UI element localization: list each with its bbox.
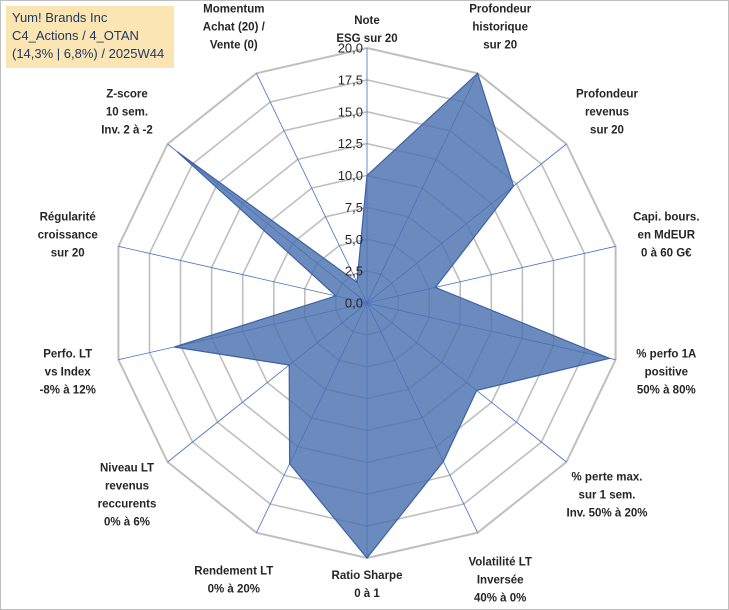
axis-label-line: Note (354, 15, 380, 27)
axis-label-line: Profondeur (576, 89, 638, 101)
axis-label-line: 0 à 1 (354, 588, 380, 600)
axis-label-line: 10 sem. (106, 107, 148, 119)
radial-tick-label: 0,0 (345, 296, 363, 311)
axis-label: % perfo 1A positive 50% à 80% (636, 348, 696, 396)
axis-label-line: Niveau LT (100, 462, 154, 474)
spoke-line (118, 245, 368, 304)
axis-label-line: revenus (105, 480, 149, 492)
company-name: Yum! Brands Inc (12, 10, 108, 25)
axis-label-line: Inv. 2 à -2 (101, 125, 153, 137)
spoke-line (256, 73, 368, 304)
axis-label-line: historique (472, 21, 528, 33)
axis-label: Capi. bours. en MdEUR 0 à 60 G€ (633, 212, 699, 260)
radial-tick-label: 15,0 (338, 104, 363, 119)
axis-label-line: sur 1 sem. (579, 489, 636, 501)
axis-label-line: Rendement LT (194, 566, 273, 578)
axis-label-line: Z-score (106, 89, 148, 101)
performance-stats: (14,3% | 6,8%) / 2025W44 (12, 46, 165, 61)
axis-label: Note ESG sur 20 (336, 15, 397, 45)
radial-tick-label: 2,5 (345, 264, 363, 279)
axis-label-line: % perfo 1A (636, 348, 696, 360)
axis-label-line: Achat (20) / (203, 21, 266, 33)
axis-label-line: -8% à 12% (40, 384, 96, 396)
axis-label-line: 40% à 0% (474, 593, 526, 605)
radial-tick-label: 7,5 (345, 200, 363, 215)
axis-label-line: sur 20 (51, 248, 85, 260)
axis-label-line: Vente (0) (210, 39, 258, 51)
axis-label-line: % perte max. (572, 471, 643, 483)
axis-label-line: 0% à 6% (104, 516, 150, 528)
axis-label-line: Perfo. LT (43, 348, 92, 360)
radial-tick-label: 17,5 (338, 72, 363, 87)
axis-label-line: Momentum (203, 3, 264, 15)
axis-label-line: Volatilité LT (468, 557, 531, 569)
axis-label: Profondeur historique sur 20 (469, 3, 531, 51)
axis-label-line: positive (645, 366, 688, 378)
axis-label-line: sur 20 (590, 125, 624, 137)
radial-tick-labels: 0,0 2,5 5,0 7,5 10,0 12,5 15,0 17,5 20,0 (338, 41, 363, 311)
axis-label-line: sur 20 (483, 39, 517, 51)
axis-label-line: 0 à 60 G€ (641, 248, 692, 260)
axis-label-line: 50% à 80% (637, 384, 696, 396)
axis-label: % perte max. sur 1 sem. Inv. 50% à 20% (567, 471, 648, 519)
axis-label: Volatilité LT Inversée 40% à 0% (468, 557, 531, 605)
axis-label-line: vs Index (45, 366, 92, 378)
axis-label: Z-score 10 sem. Inv. 2 à -2 (101, 89, 153, 137)
axis-label-line: revenus (585, 107, 629, 119)
portfolio-name: C4_Actions / 4_OTAN (12, 28, 139, 43)
radial-tick-label: 10,0 (338, 168, 363, 183)
axis-label-line: en MdEUR (638, 230, 696, 242)
axis-label: Ratio Sharpe 0 à 1 (332, 570, 403, 600)
axis-label-line: Inv. 50% à 20% (567, 507, 648, 519)
chart-title-box: Yum! Brands Inc C4_Actions / 4_OTAN (14,… (6, 6, 174, 68)
axis-label: Régularité croissance sur 20 (38, 212, 98, 260)
axis-label-line: Inversée (477, 575, 524, 587)
axis-label: Perfo. LT vs Index -8% à 12% (40, 348, 96, 396)
axis-label: Niveau LT revenus reccurents 0% à 6% (98, 462, 157, 528)
axis-labels: Note ESG sur 20 Profondeur historique sur 20… (38, 3, 700, 604)
series-area (174, 72, 612, 559)
radial-tick-label: 20,0 (338, 41, 363, 56)
axis-label: Profondeur revenus sur 20 (576, 89, 638, 137)
radar-series (174, 72, 612, 559)
axis-label-line: Capi. bours. (633, 212, 699, 224)
axis-label-line: 0% à 20% (208, 584, 260, 596)
axis-label-line: Régularité (40, 212, 96, 224)
radial-tick-label: 12,5 (338, 136, 363, 151)
axis-label-line: reccurents (98, 498, 157, 510)
axis-label-line: croissance (38, 230, 98, 242)
axis-label-line: ESG sur 20 (336, 33, 397, 45)
axis-label: Momentum Achat (20) / Vente (0) (203, 3, 266, 51)
axis-label: Rendement LT 0% à 20% (194, 566, 273, 596)
axis-label-line: Profondeur (469, 3, 531, 15)
axis-label-line: Ratio Sharpe (332, 570, 403, 582)
radial-tick-label: 5,0 (345, 232, 363, 247)
